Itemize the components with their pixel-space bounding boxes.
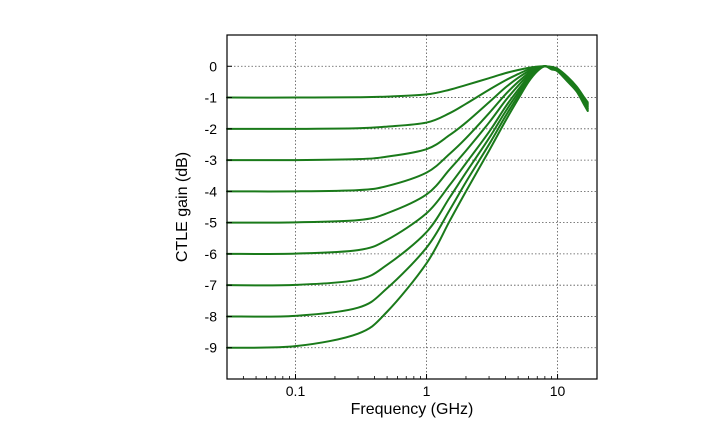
x-axis-title: Frequency (GHz)	[351, 401, 474, 418]
y-tick-label: -7	[205, 277, 218, 293]
y-axis-title: CTLE gain (dB)	[174, 152, 191, 262]
y-tick-label: -6	[205, 246, 218, 262]
y-tick-label: -8	[205, 308, 218, 324]
y-tick-label: -2	[205, 121, 218, 137]
x-tick-label: 0.1	[286, 383, 306, 399]
plot-frame	[226, 34, 598, 380]
series-lines	[226, 65, 589, 349]
gain-curve-9	[226, 65, 589, 349]
y-tick-label: -4	[205, 183, 218, 199]
y-tick-label: -3	[205, 152, 218, 168]
x-tick-label: 10	[550, 383, 566, 399]
y-tick-label: -5	[205, 215, 218, 231]
axis-ticks: 0.1 1 10 0 -1 -2 -3 -4 -5 -6 -7 -8 -9	[205, 58, 598, 399]
y-tick-label: 0	[209, 58, 217, 74]
y-tick-label: -9	[205, 340, 218, 356]
x-tick-label: 1	[423, 383, 431, 399]
y-tick-label: -1	[205, 90, 218, 106]
plot-area	[227, 35, 597, 379]
